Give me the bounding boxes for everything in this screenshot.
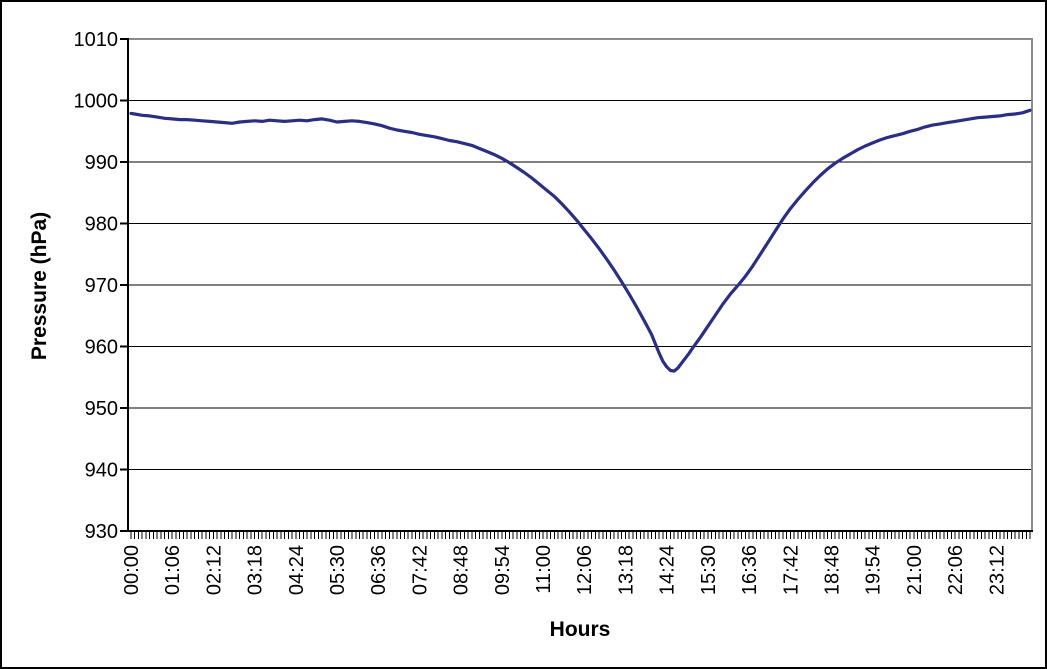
y-axis-title: Pressure (hPa)	[28, 212, 51, 360]
y-tick-label: 1000	[74, 91, 119, 113]
x-tick-label: 21:00	[904, 545, 926, 595]
y-tick-label: 940	[85, 460, 118, 482]
x-tick-label: 02:12	[203, 545, 225, 595]
x-tick-label: 18:48	[821, 545, 843, 595]
x-tick-label: 23:12	[986, 545, 1008, 595]
x-tick-label: 08:48	[451, 545, 473, 595]
x-tick-label: 12:06	[574, 545, 596, 595]
x-tick-label: 11:00	[533, 545, 555, 594]
x-tick-label: 14:24	[657, 545, 679, 595]
x-tick-label: 16:36	[739, 545, 761, 595]
x-tick-label: 04:24	[286, 545, 308, 595]
y-tick-label: 1010	[74, 29, 119, 51]
x-tick-label: 15:30	[698, 545, 720, 595]
pressure-series-line	[129, 108, 1032, 373]
x-tick-label: 09:54	[492, 545, 514, 595]
x-axis-title: Hours	[550, 618, 611, 641]
x-tick-label: 13:18	[615, 545, 637, 595]
x-tick-label: 03:18	[245, 545, 267, 595]
chart-plot-area: 930 940 950 960 970 980 990 1000 1010 00:00 01:06 0…	[74, 29, 1034, 595]
y-tick-label: 980	[85, 214, 118, 236]
x-tick-label: 07:42	[409, 545, 431, 595]
y-tick-label: 970	[85, 275, 118, 297]
x-tick-label: 01:06	[162, 545, 184, 595]
x-tick-label: 05:30	[327, 545, 349, 595]
x-tick-label: 22:06	[945, 545, 967, 595]
x-tick-label: 17:42	[780, 545, 802, 595]
x-tick-label: 00:00	[121, 545, 143, 595]
y-tick-label: 950	[85, 398, 118, 420]
y-tick-label: 930	[85, 521, 118, 543]
x-tick-label: 19:54	[863, 545, 885, 595]
y-tick-label: 960	[85, 337, 118, 359]
y-tick-label: 990	[85, 152, 118, 174]
x-tick-label: 06:36	[368, 545, 390, 595]
